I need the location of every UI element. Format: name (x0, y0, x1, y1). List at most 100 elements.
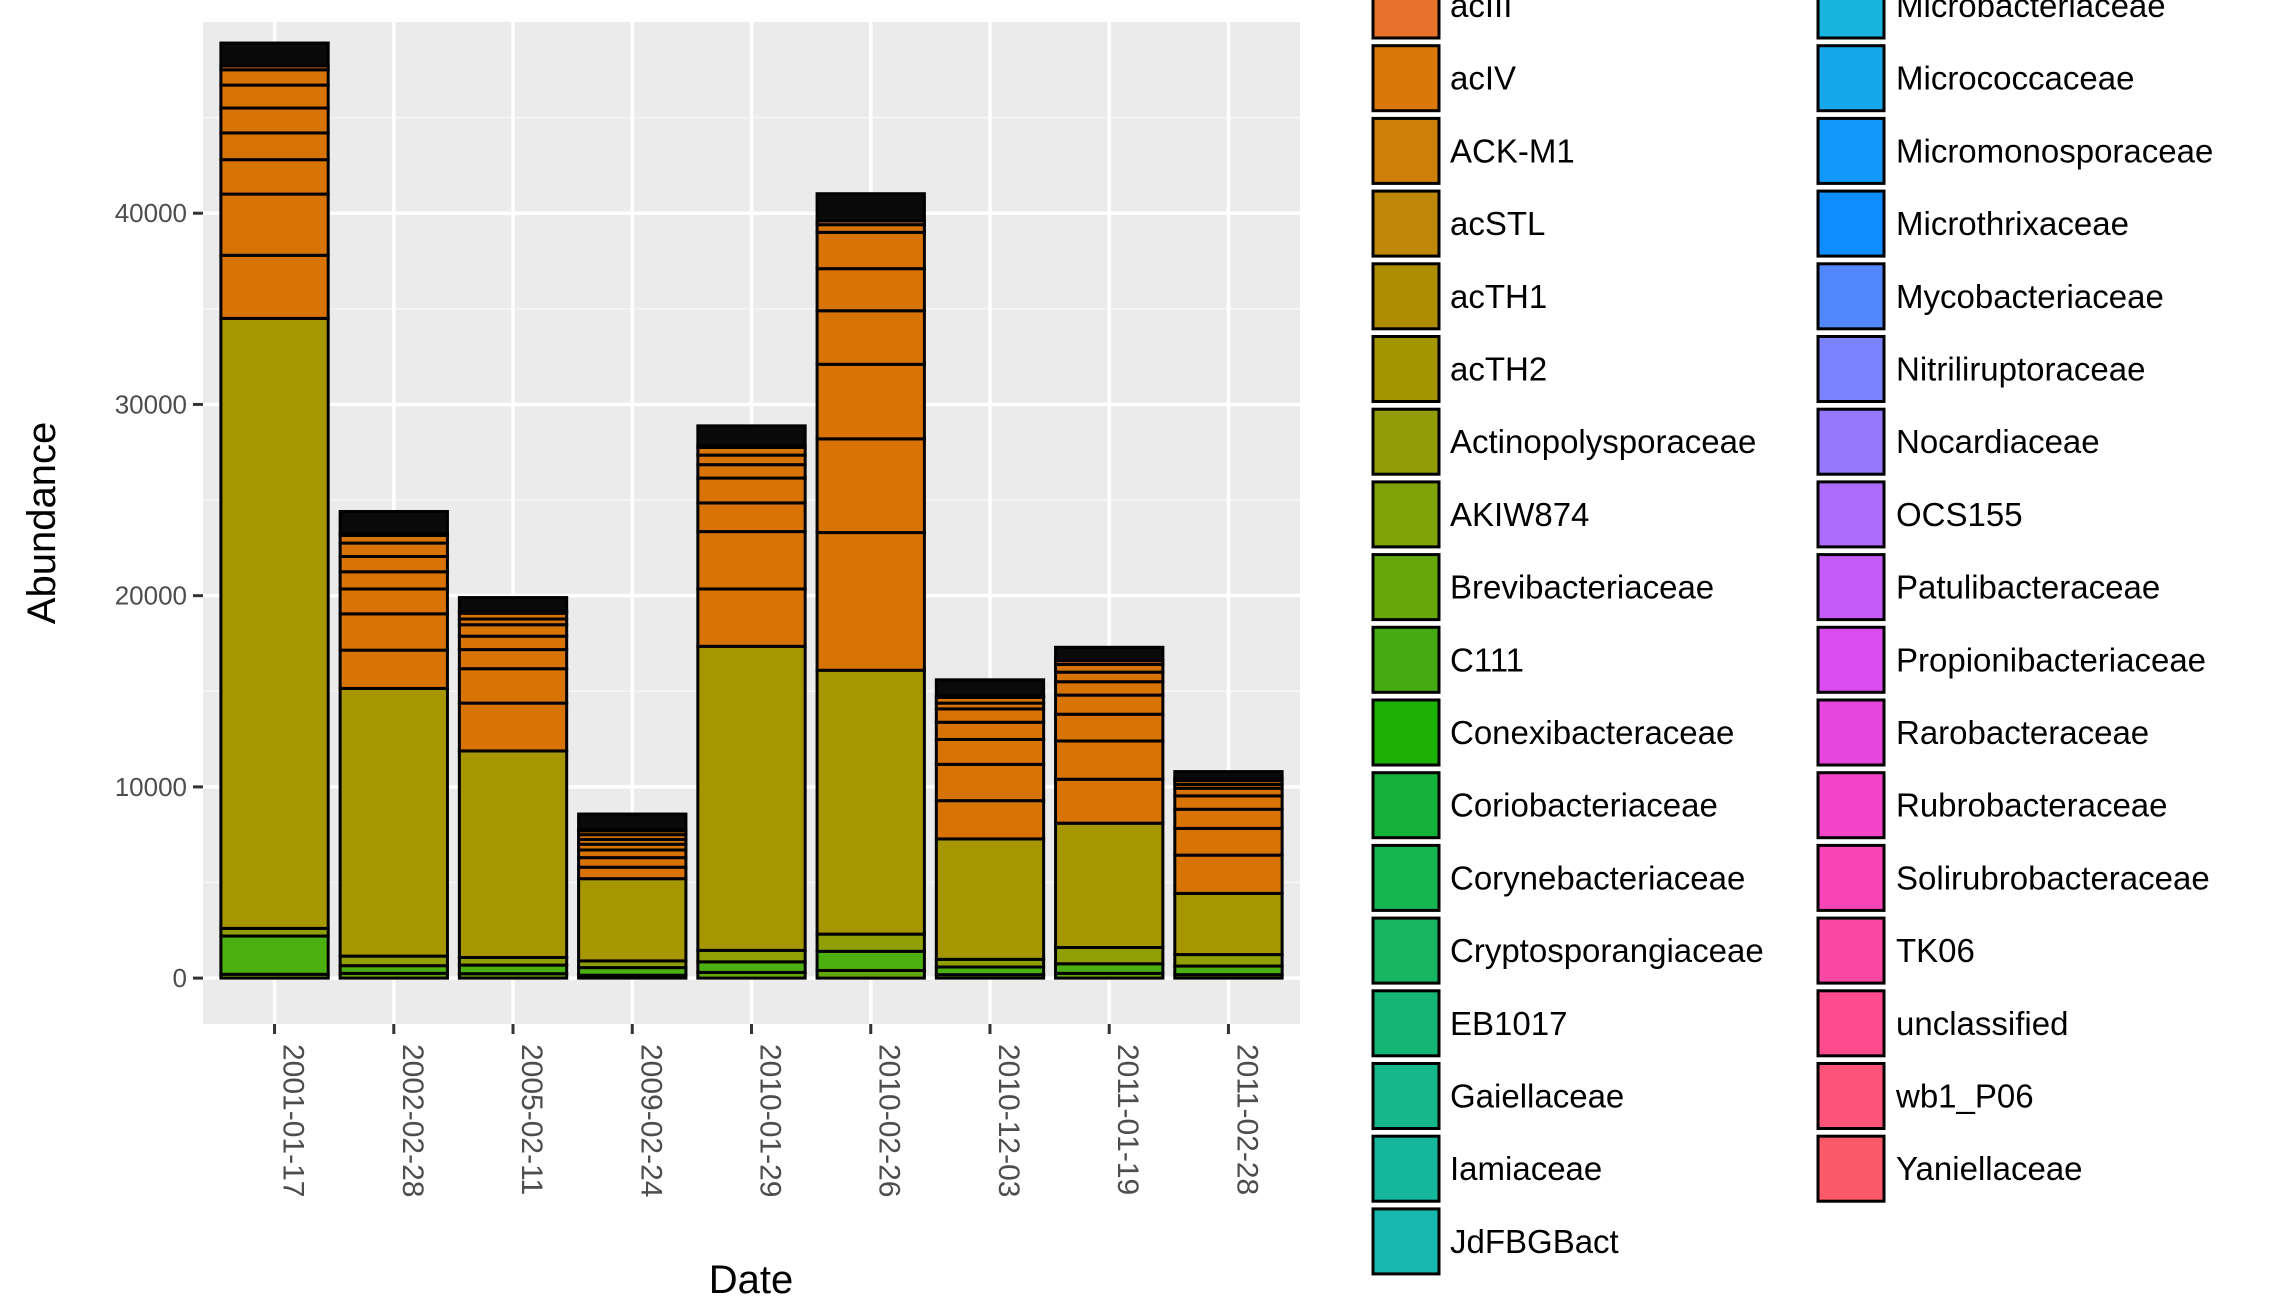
bar-segment (338, 587, 449, 616)
legend-key (1816, 480, 1886, 549)
bar-segment (815, 437, 926, 535)
legend-key (1816, 625, 1886, 694)
legend-label: JdFBGBact (1450, 1223, 1619, 1260)
bar-segment (457, 623, 569, 638)
legend-key (1816, 0, 1886, 40)
legend-label: Mycobacteriaceae (1896, 278, 2164, 315)
x-tick-label: 2009-02-24 (634, 1044, 667, 1197)
bar-segment (219, 192, 330, 257)
legend-key (1371, 771, 1441, 840)
legend-label: Gaiellaceae (1450, 1078, 1624, 1115)
bar-segment (219, 106, 330, 135)
legend-label: Actinopolysporaceae (1450, 423, 1756, 460)
legend-key (1816, 553, 1886, 622)
legend-key (1371, 625, 1441, 694)
legend-key (1816, 1134, 1886, 1203)
bar-segment (457, 701, 569, 753)
bar-segment (696, 644, 807, 952)
bar-segment (815, 668, 926, 936)
legend-key (1371, 916, 1441, 985)
bar-segment (457, 667, 569, 705)
bar-segment (934, 799, 1046, 841)
bar-segment (457, 634, 569, 652)
x-tick-label: 2002-02-28 (396, 1044, 429, 1197)
bar-segment (815, 230, 926, 271)
bar-segment (1054, 777, 1165, 825)
bar-segment (934, 737, 1046, 766)
legend-label: EB1017 (1450, 1005, 1567, 1042)
bar-segment (934, 678, 1046, 697)
bar-segment (934, 720, 1046, 741)
bar-segment (1054, 712, 1165, 743)
x-tick-label: 2001-01-17 (277, 1044, 310, 1197)
legend-label: unclassified (1896, 1005, 2068, 1042)
legend-key (1371, 189, 1441, 258)
x-tick-label: 2005-02-11 (515, 1044, 548, 1195)
legend-key (1816, 262, 1886, 331)
legend-key (1816, 989, 1886, 1058)
legend-key (1816, 916, 1886, 985)
legend-label: Coriobacteriaceae (1450, 787, 1718, 824)
legend-key (1371, 116, 1441, 185)
bar-segment (219, 158, 330, 196)
legend-key (1371, 1062, 1441, 1130)
bar-segment (1054, 693, 1165, 716)
legend-key (1371, 480, 1441, 549)
y-tick-label: 40000 (115, 198, 187, 228)
x-axis-title: Date (709, 1258, 794, 1300)
legend-label: acTH1 (1450, 278, 1547, 315)
bar-segment (1173, 770, 1284, 781)
legend-key (1371, 989, 1441, 1058)
bar-segment (338, 554, 449, 574)
legend-label: acIV (1450, 60, 1516, 97)
bar-segment (696, 530, 807, 591)
x-tick-label: 2011-02-28 (1230, 1044, 1263, 1195)
y-tick-label: 20000 (115, 581, 187, 611)
bar-segment (1054, 821, 1165, 950)
legend-label: Nocardiaceae (1896, 423, 2100, 460)
bar-segment (338, 541, 449, 558)
y-tick-label: 10000 (115, 772, 187, 802)
bar-segment (1054, 645, 1165, 663)
bar-segment (1173, 953, 1284, 968)
bar-segment (1054, 946, 1165, 966)
legend-label: Propionibacteriaceae (1896, 641, 2206, 678)
bar-segment (577, 865, 688, 881)
legend-label: Micromonosporaceae (1896, 132, 2213, 169)
x-tick-label: 2010-02-26 (873, 1044, 906, 1197)
bar-segment (934, 707, 1046, 724)
bar-segment (815, 309, 926, 366)
legend-label: AKIW874 (1450, 496, 1589, 533)
legend-key (1371, 843, 1441, 912)
bar-segment (219, 253, 330, 320)
legend-key (1371, 335, 1441, 403)
bar-segment (219, 131, 330, 162)
bar-segment (1173, 891, 1284, 957)
legend-label: Micrococcaceae (1896, 60, 2134, 97)
bar-segment (696, 960, 807, 974)
legend-label: TK06 (1896, 932, 1975, 969)
legend-label: Corynebacteriaceae (1450, 859, 1745, 896)
legend-label: C111 (1450, 641, 1524, 678)
legend-label: acTH2 (1450, 351, 1547, 388)
legend-label: Solirubrobacteraceae (1896, 859, 2210, 896)
x-axis: 2001-01-17 2002-02-28 2005-02-11 2009-02-24… (273, 1024, 1263, 1197)
bar-segment (696, 424, 807, 448)
y-axis: 0 10000 20000 30000 40000 (115, 198, 203, 993)
bar-segment (1173, 826, 1284, 857)
legend-key (1371, 407, 1441, 476)
bar-segment (815, 531, 926, 672)
legend-key (1371, 698, 1441, 767)
bar-segment (338, 612, 449, 652)
legend-key (1816, 44, 1886, 113)
bar-segment (457, 749, 569, 959)
x-tick-label: 2010-01-29 (754, 1044, 787, 1197)
bar-segment (696, 587, 807, 648)
bar-segment (696, 476, 807, 505)
bar-segment (1173, 853, 1284, 895)
legend-label: Microbacteriaceae (1896, 0, 2166, 24)
legend-label: Nitriliruptoraceae (1896, 351, 2145, 388)
legend-key (1371, 262, 1441, 331)
bar-segment (815, 932, 926, 953)
bar-segment (815, 949, 926, 972)
